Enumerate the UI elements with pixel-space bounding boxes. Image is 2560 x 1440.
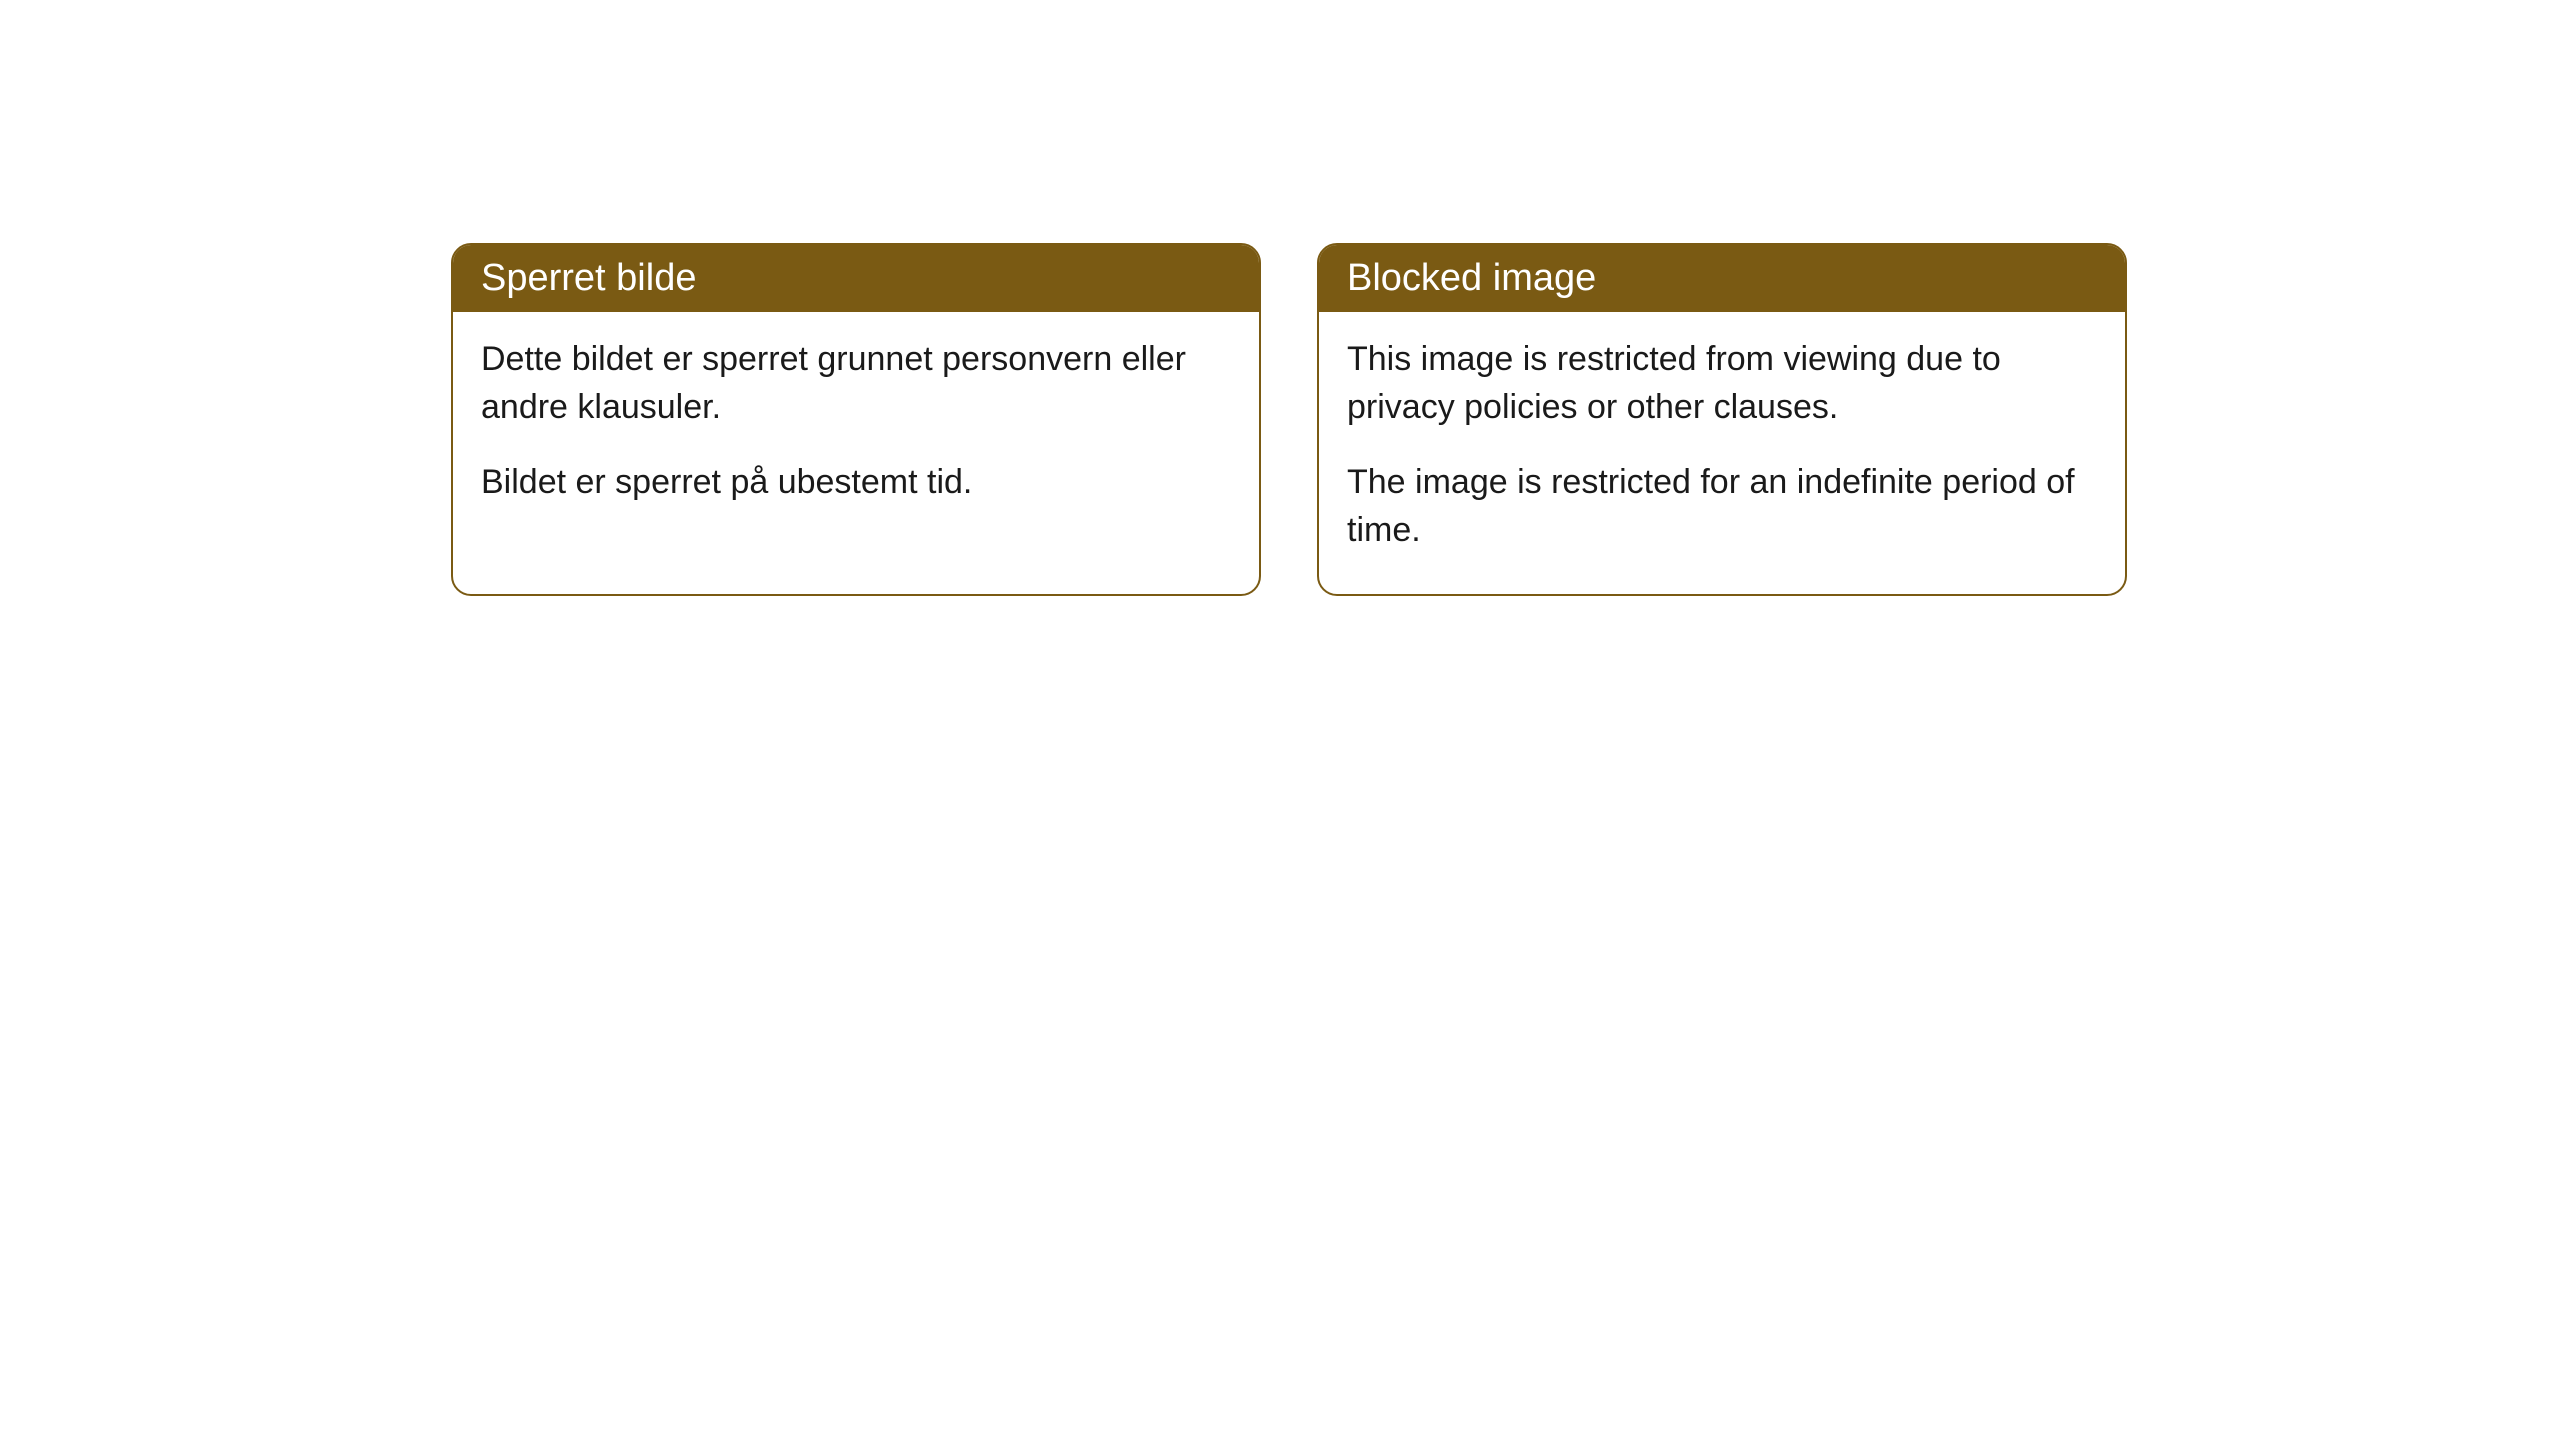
card-paragraph-no-2: Bildet er sperret på ubestemt tid.: [481, 459, 1231, 507]
notice-container: Sperret bilde Dette bildet er sperret gr…: [0, 0, 2560, 596]
card-paragraph-no-1: Dette bildet er sperret grunnet personve…: [481, 336, 1231, 431]
blocked-image-card-no: Sperret bilde Dette bildet er sperret gr…: [451, 243, 1261, 596]
card-paragraph-en-2: The image is restricted for an indefinit…: [1347, 459, 2097, 554]
card-header-no: Sperret bilde: [453, 245, 1259, 312]
card-header-en: Blocked image: [1319, 245, 2125, 312]
card-body-en: This image is restricted from viewing du…: [1319, 312, 2125, 594]
card-title-en: Blocked image: [1347, 257, 1596, 299]
blocked-image-card-en: Blocked image This image is restricted f…: [1317, 243, 2127, 596]
card-paragraph-en-1: This image is restricted from viewing du…: [1347, 336, 2097, 431]
card-body-no: Dette bildet er sperret grunnet personve…: [453, 312, 1259, 547]
card-title-no: Sperret bilde: [481, 257, 696, 299]
